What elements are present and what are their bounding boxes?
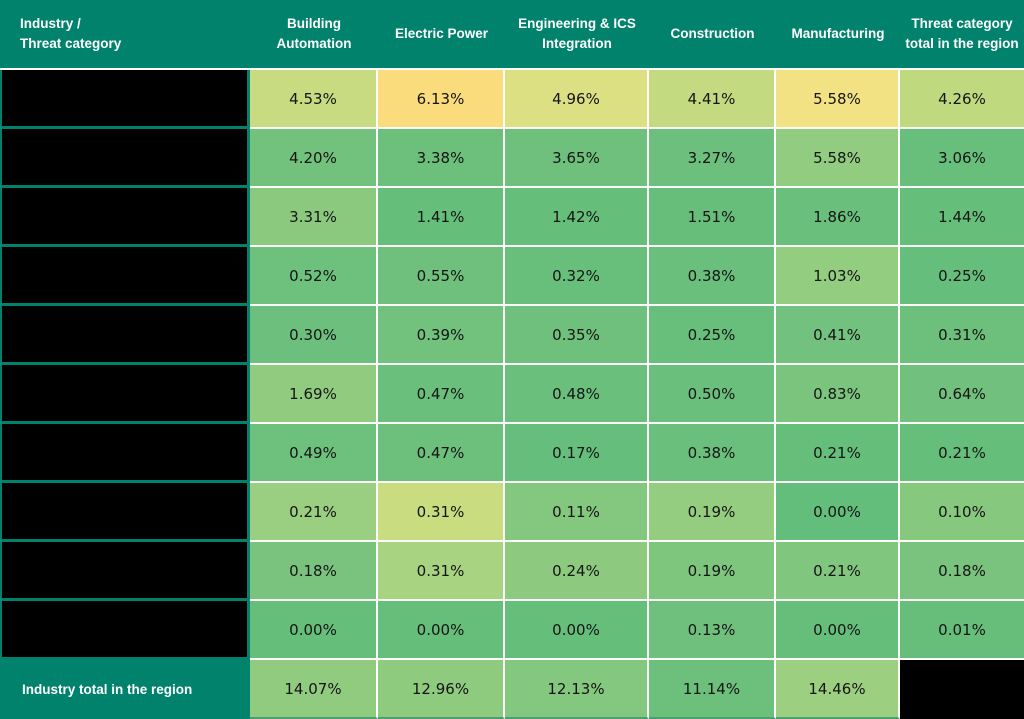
data-cell: 0.39%: [378, 306, 505, 365]
data-cell: 0.00%: [776, 601, 900, 660]
data-cell: 3.31%: [250, 188, 378, 247]
data-cell: 3.65%: [505, 129, 649, 188]
redacted-row-label: [0, 365, 250, 424]
column-header: Construction: [649, 0, 776, 70]
data-cell: 0.55%: [378, 247, 505, 306]
data-cell: 3.06%: [900, 129, 1024, 188]
data-cell: 0.13%: [649, 601, 776, 660]
data-cell: 0.50%: [649, 365, 776, 424]
redacted-grand-total-cell: [900, 660, 1024, 719]
data-cell: 0.11%: [505, 483, 649, 542]
data-cell: 0.21%: [776, 542, 900, 601]
data-cell: 0.00%: [378, 601, 505, 660]
data-cell: 0.21%: [900, 424, 1024, 483]
data-cell: 0.47%: [378, 365, 505, 424]
data-cell: 0.64%: [900, 365, 1024, 424]
data-cell: 0.18%: [250, 542, 378, 601]
column-header: Manufacturing: [776, 0, 900, 70]
data-cell: 0.48%: [505, 365, 649, 424]
redacted-row-label: [0, 424, 250, 483]
industry-total-cell: 14.07%: [250, 660, 378, 719]
data-cell: 0.18%: [900, 542, 1024, 601]
redacted-row-label: [0, 483, 250, 542]
column-header: Threat category total in the region: [900, 0, 1024, 70]
data-cell: 6.13%: [378, 70, 505, 129]
data-cell: 4.96%: [505, 70, 649, 129]
corner-header: Industry / Threat category: [0, 0, 250, 70]
data-cell: 0.21%: [250, 483, 378, 542]
data-cell: 4.26%: [900, 70, 1024, 129]
redacted-row-label: [0, 188, 250, 247]
data-cell: 0.19%: [649, 542, 776, 601]
data-cell: 0.31%: [900, 306, 1024, 365]
data-cell: 0.31%: [378, 542, 505, 601]
data-cell: 3.38%: [378, 129, 505, 188]
column-header: Building Automation: [250, 0, 378, 70]
redacted-row-label: [0, 542, 250, 601]
data-cell: 1.86%: [776, 188, 900, 247]
data-cell: 0.00%: [250, 601, 378, 660]
data-cell: 0.17%: [505, 424, 649, 483]
data-cell: 1.69%: [250, 365, 378, 424]
industry-total-cell: 14.46%: [776, 660, 900, 719]
data-cell: 4.53%: [250, 70, 378, 129]
data-cell: 4.41%: [649, 70, 776, 129]
data-cell: 0.38%: [649, 247, 776, 306]
data-cell: 5.58%: [776, 70, 900, 129]
data-cell: 0.25%: [900, 247, 1024, 306]
data-cell: 1.41%: [378, 188, 505, 247]
data-cell: 0.00%: [776, 483, 900, 542]
redacted-row-label: [0, 70, 250, 129]
data-cell: 0.52%: [250, 247, 378, 306]
data-cell: 0.19%: [649, 483, 776, 542]
data-cell: 5.58%: [776, 129, 900, 188]
totals-row-label: Industry total in the region: [0, 660, 250, 719]
industry-total-cell: 12.13%: [505, 660, 649, 719]
data-cell: 0.31%: [378, 483, 505, 542]
data-cell: 0.47%: [378, 424, 505, 483]
data-cell: 0.41%: [776, 306, 900, 365]
redacted-row-label: [0, 306, 250, 365]
data-cell: 0.35%: [505, 306, 649, 365]
data-cell: 1.44%: [900, 188, 1024, 247]
data-cell: 0.00%: [505, 601, 649, 660]
redacted-row-label: [0, 129, 250, 188]
column-header: Engineering & ICS Integration: [505, 0, 649, 70]
data-cell: 0.49%: [250, 424, 378, 483]
data-cell: 0.25%: [649, 306, 776, 365]
column-header: Electric Power: [378, 0, 505, 70]
industry-total-cell: 12.96%: [378, 660, 505, 719]
data-cell: 0.24%: [505, 542, 649, 601]
data-cell: 0.83%: [776, 365, 900, 424]
data-cell: 1.03%: [776, 247, 900, 306]
data-cell: 4.20%: [250, 129, 378, 188]
data-cell: 0.30%: [250, 306, 378, 365]
data-cell: 0.32%: [505, 247, 649, 306]
data-cell: 1.42%: [505, 188, 649, 247]
industry-total-cell: 11.14%: [649, 660, 776, 719]
redacted-row-label: [0, 601, 250, 660]
data-cell: 0.01%: [900, 601, 1024, 660]
data-cell: 0.21%: [776, 424, 900, 483]
data-cell: 1.51%: [649, 188, 776, 247]
data-cell: 0.10%: [900, 483, 1024, 542]
redacted-row-label: [0, 247, 250, 306]
data-cell: 0.38%: [649, 424, 776, 483]
data-cell: 3.27%: [649, 129, 776, 188]
